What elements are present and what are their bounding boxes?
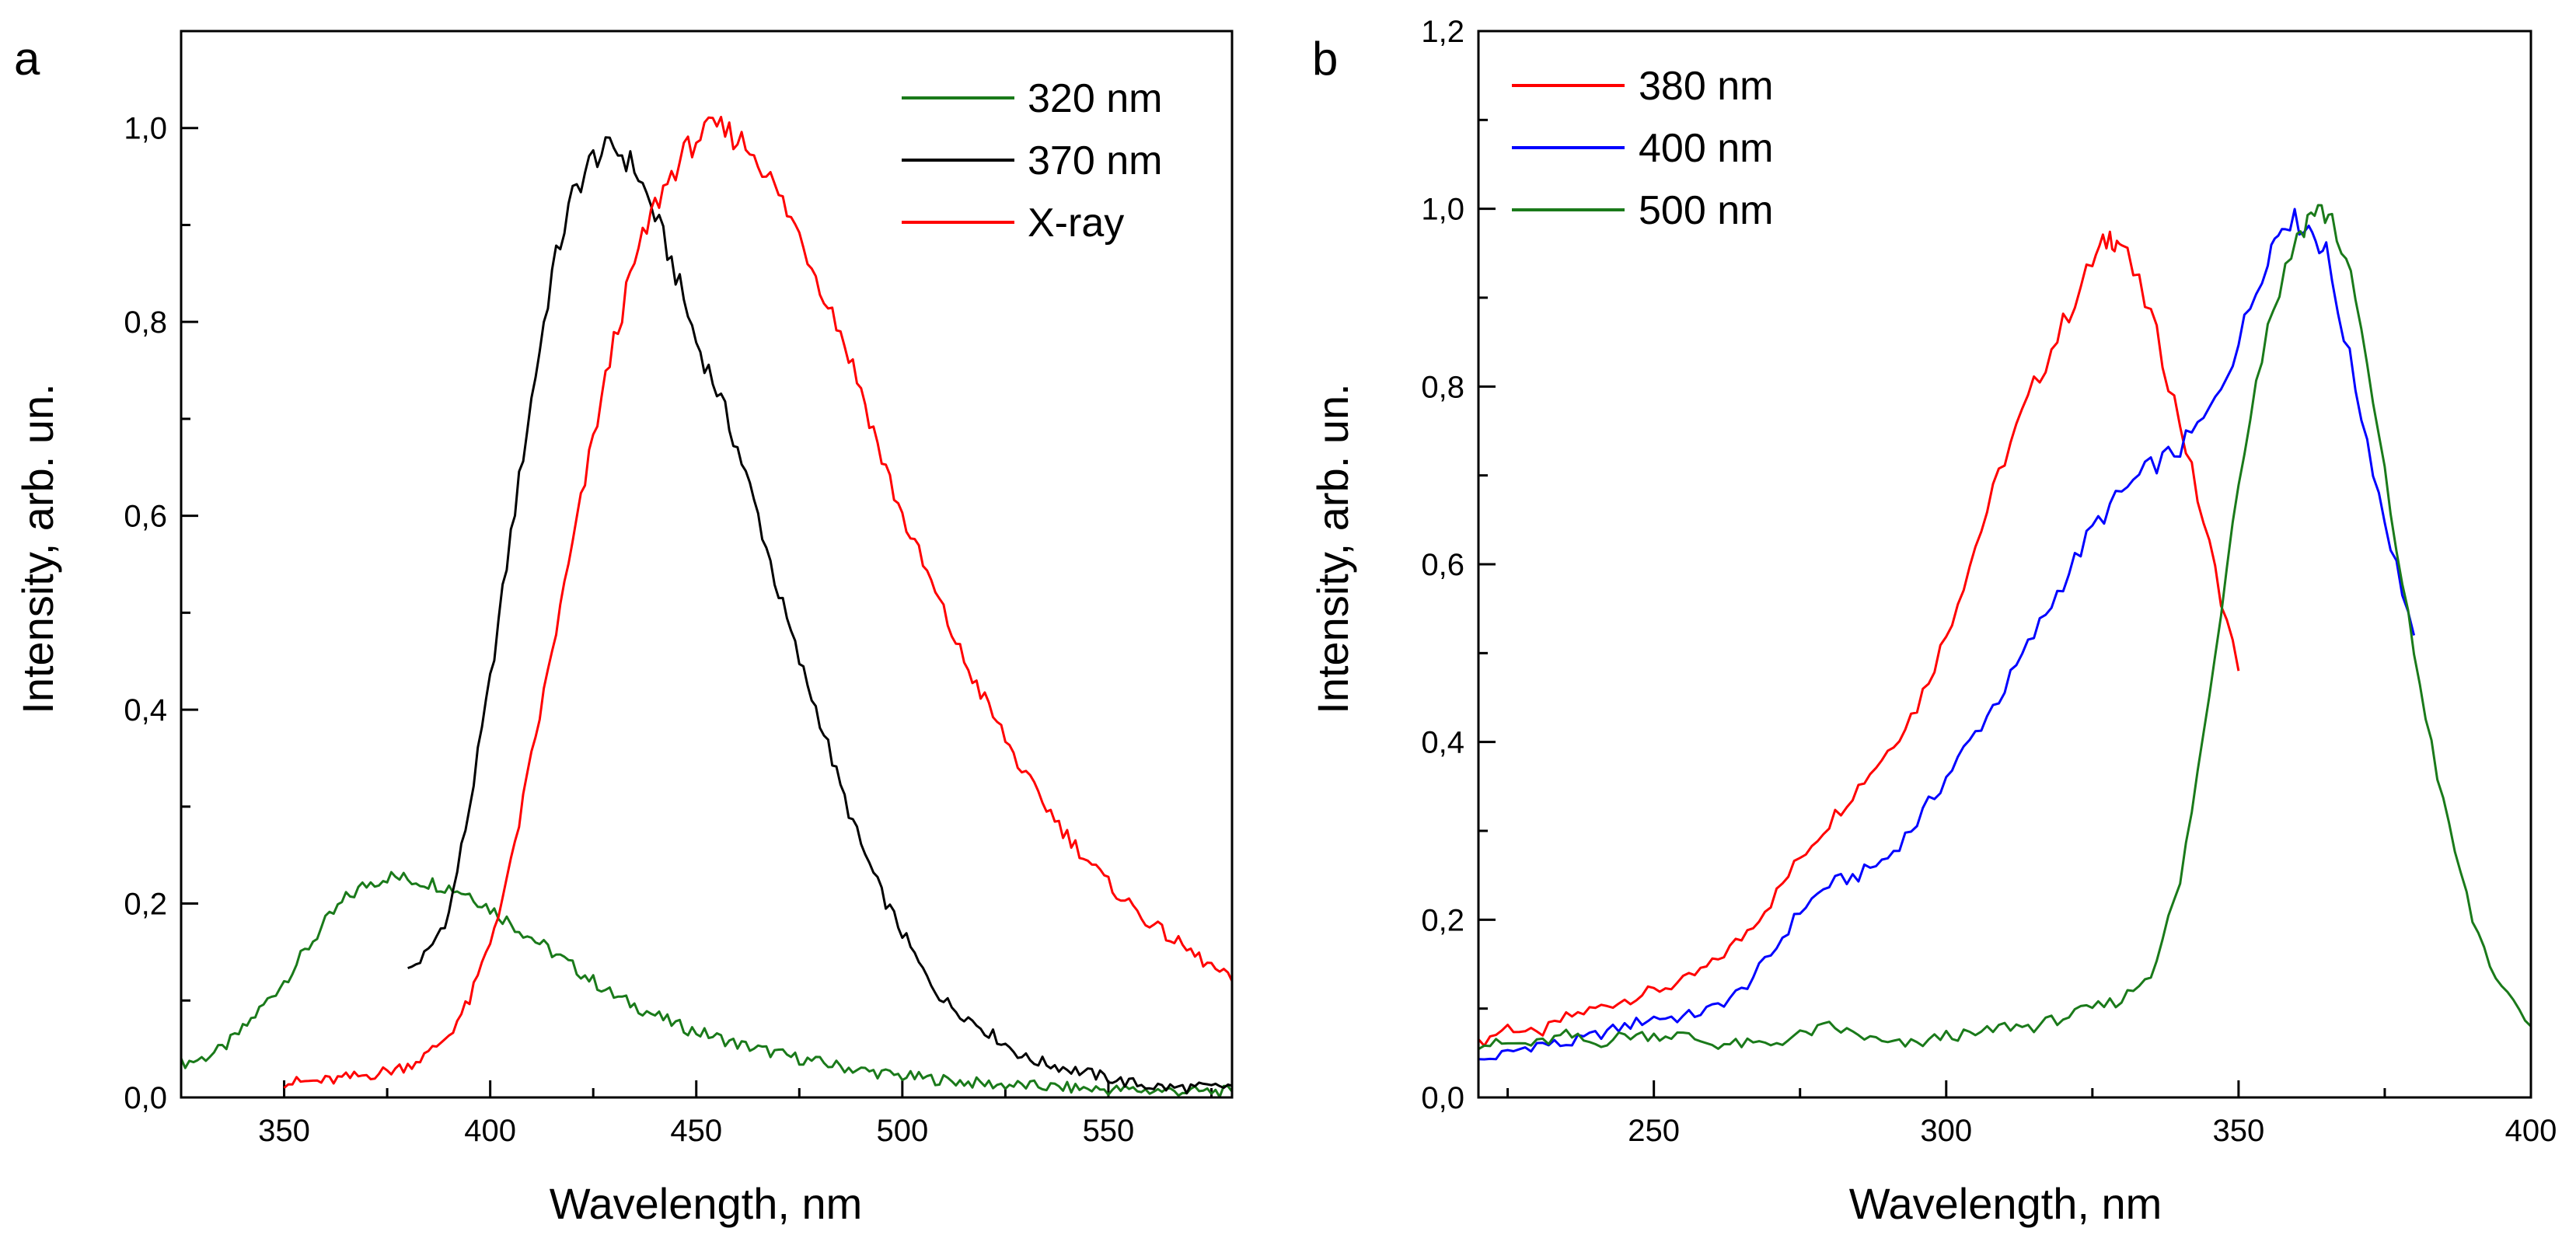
panel-b-y-tick-labels: 0,0 0,2 0,4 0,6 0,8 1,0 1,2: [1421, 15, 1464, 1115]
y-tick-label: 0,0: [124, 1081, 167, 1115]
y-tick-label: 0,2: [1421, 903, 1464, 937]
panel-a-series: [180, 116, 1234, 1098]
legend-label-370nm: 370 nm: [1028, 138, 1162, 183]
x-tick-label: 350: [2213, 1114, 2265, 1148]
panel-b-x-tick-labels: 250 300 350 400: [1628, 1114, 2557, 1148]
panel-a-y-tick-labels: 0,0 0,2 0,4 0,6 0,8 1,0: [124, 112, 167, 1115]
panel-a-y-axis-title: Intensity, arb. un.: [13, 383, 62, 713]
x-tick-label: 400: [464, 1114, 516, 1148]
panel-b-tick-marks: [1478, 30, 2532, 1099]
panel-b-letter: b: [1312, 33, 1338, 85]
panel-a-x-tick-labels: 350 400 450 500 550: [258, 1114, 1134, 1148]
panel-b-y-axis-title: Intensity, arb. un.: [1308, 383, 1357, 713]
panel-a-letter: a: [14, 33, 40, 85]
series-line-320-nm: [180, 870, 1234, 1098]
y-tick-label: 0,6: [124, 500, 167, 534]
panel-a-legend: 320 nm 370 nm X-ray: [902, 76, 1162, 246]
panel-a-tick-marks: [180, 30, 1213, 1099]
y-tick-label: 0,4: [124, 693, 167, 727]
x-tick-label: 250: [1628, 1114, 1680, 1148]
legend-label-400nm: 400 nm: [1639, 126, 1773, 171]
x-tick-label: 450: [670, 1114, 722, 1148]
y-tick-label: 0,2: [124, 888, 167, 922]
x-tick-label: 350: [258, 1114, 310, 1148]
x-tick-label: 500: [876, 1114, 928, 1148]
y-tick-label: 1,0: [1421, 193, 1464, 227]
panel-a-x-axis-title: Wavelength, nm: [550, 1179, 863, 1228]
series-line-370-nm: [407, 136, 1233, 1095]
series-line-380-nm: [1477, 230, 2240, 1047]
panel-b-series: [1477, 204, 2532, 1061]
x-tick-label: 300: [1920, 1114, 1972, 1148]
y-tick-label: 1,2: [1421, 15, 1464, 49]
legend-label-xray: X-ray: [1028, 201, 1124, 246]
series-line-400-nm: [1478, 208, 2416, 1061]
x-tick-label: 550: [1083, 1114, 1135, 1148]
y-tick-label: 0,0: [1421, 1081, 1464, 1115]
y-tick-label: 0,8: [1421, 370, 1464, 404]
series-line-x-ray: [283, 116, 1234, 1089]
legend-label-320nm: 320 nm: [1028, 76, 1162, 121]
y-tick-label: 0,6: [1421, 548, 1464, 582]
panel-b-legend: 380 nm 400 nm 500 nm: [1512, 64, 1773, 233]
y-tick-label: 0,4: [1421, 726, 1464, 760]
panel-a: a Wavelength, nm Intensity, arb. un. 350…: [13, 30, 1234, 1228]
legend-label-500nm: 500 nm: [1639, 188, 1773, 233]
series-line-500-nm: [1478, 204, 2532, 1051]
legend-label-380nm: 380 nm: [1639, 64, 1773, 109]
x-tick-label: 400: [2505, 1114, 2557, 1148]
panel-a-plot-frame: [180, 30, 1234, 1099]
y-tick-label: 1,0: [124, 112, 167, 146]
panel-b: b Wavelength, nm Intensity, arb. un. 250…: [1308, 15, 2557, 1228]
panel-b-x-axis-title: Wavelength, nm: [1849, 1179, 2162, 1228]
panel-b-plot-frame: [1477, 30, 2532, 1099]
y-tick-label: 0,8: [124, 305, 167, 340]
